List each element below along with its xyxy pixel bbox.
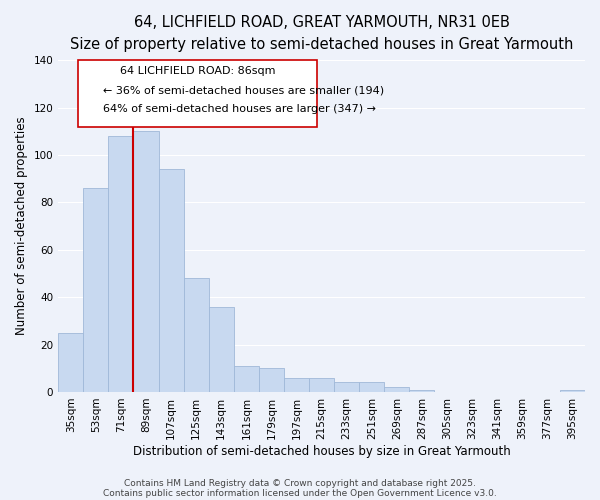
Bar <box>359 382 385 392</box>
Bar <box>259 368 284 392</box>
FancyBboxPatch shape <box>78 60 317 126</box>
Text: 64 LICHFIELD ROAD: 86sqm: 64 LICHFIELD ROAD: 86sqm <box>119 66 275 76</box>
Bar <box>409 390 434 392</box>
Title: 64, LICHFIELD ROAD, GREAT YARMOUTH, NR31 0EB
Size of property relative to semi-d: 64, LICHFIELD ROAD, GREAT YARMOUTH, NR31… <box>70 15 573 52</box>
X-axis label: Distribution of semi-detached houses by size in Great Yarmouth: Distribution of semi-detached houses by … <box>133 444 511 458</box>
Bar <box>560 390 585 392</box>
Bar <box>234 366 259 392</box>
Bar <box>209 306 234 392</box>
Bar <box>58 332 83 392</box>
Bar <box>385 387 409 392</box>
Bar <box>109 136 133 392</box>
Bar <box>83 188 109 392</box>
Text: ← 36% of semi-detached houses are smaller (194): ← 36% of semi-detached houses are smalle… <box>103 85 385 95</box>
Bar <box>284 378 309 392</box>
Y-axis label: Number of semi-detached properties: Number of semi-detached properties <box>15 117 28 336</box>
Bar <box>158 170 184 392</box>
Bar <box>133 132 158 392</box>
Bar <box>184 278 209 392</box>
Text: Contains HM Land Registry data © Crown copyright and database right 2025.: Contains HM Land Registry data © Crown c… <box>124 478 476 488</box>
Bar <box>309 378 334 392</box>
Text: 64% of semi-detached houses are larger (347) →: 64% of semi-detached houses are larger (… <box>103 104 376 114</box>
Bar <box>334 382 359 392</box>
Text: Contains public sector information licensed under the Open Government Licence v3: Contains public sector information licen… <box>103 488 497 498</box>
